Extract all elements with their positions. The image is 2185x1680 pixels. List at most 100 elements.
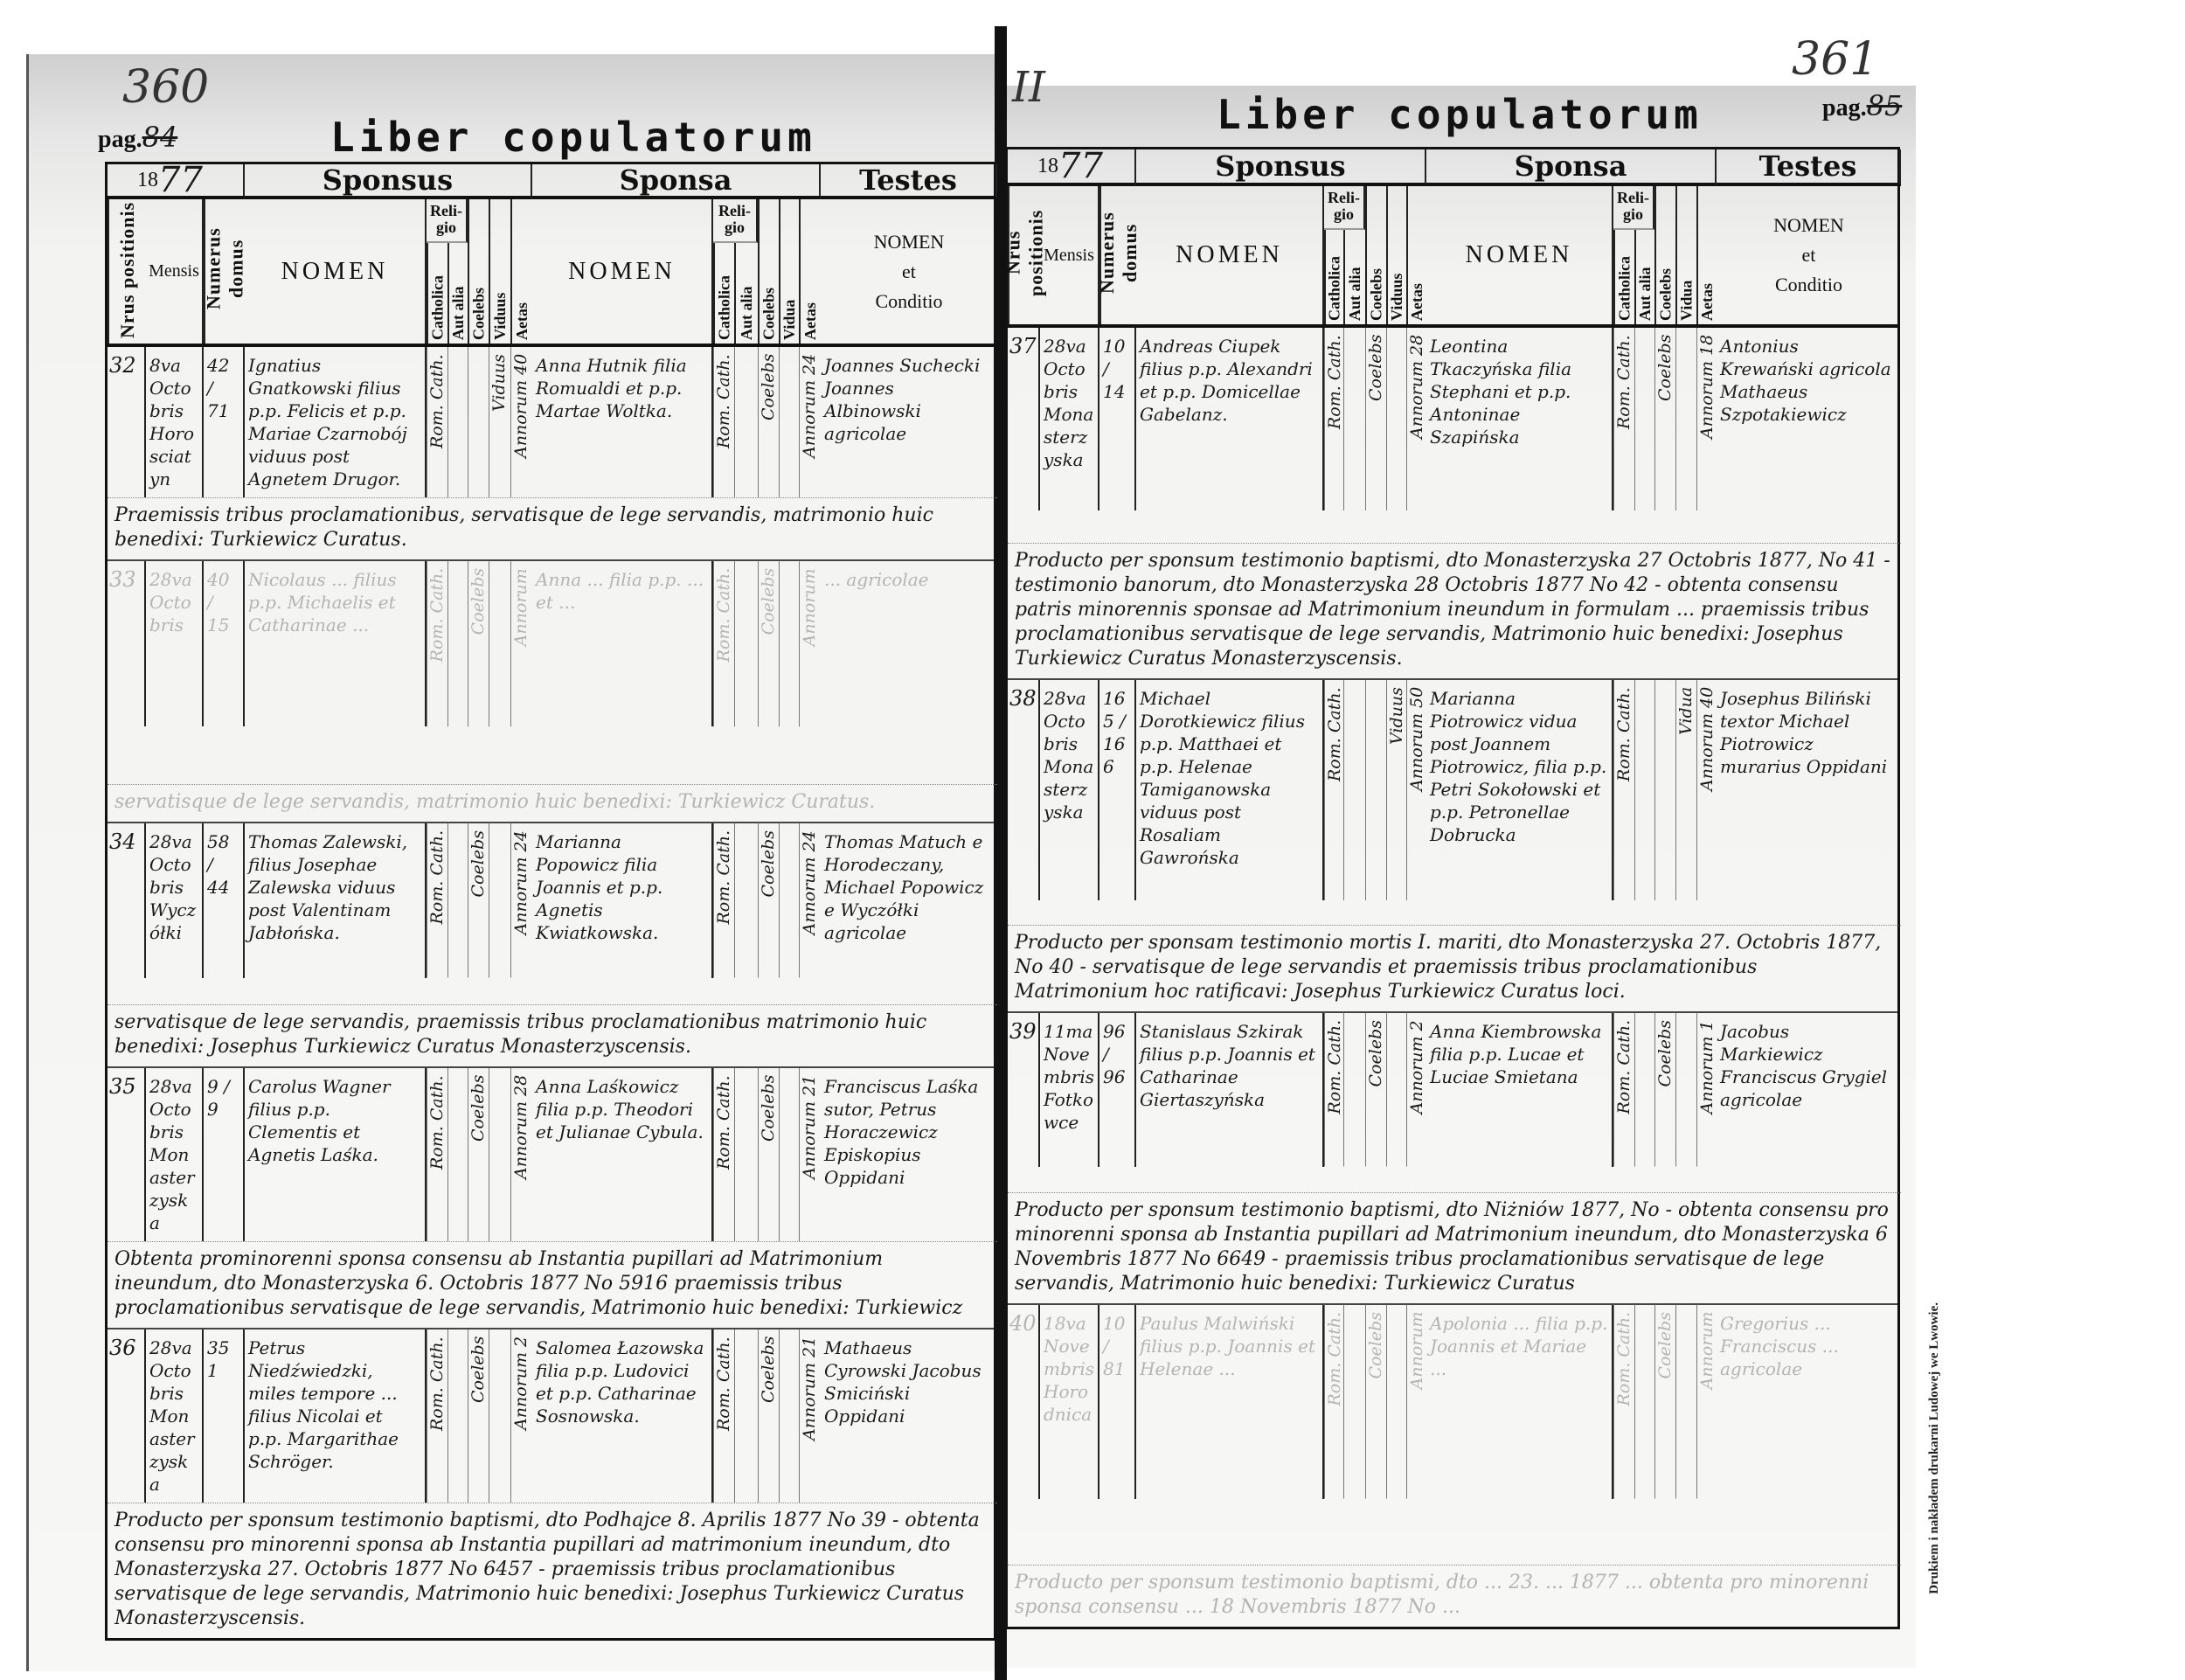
sponsa-vidua-cell: [779, 1329, 799, 1503]
sponsus-catholica-cell: Rom. Cath.: [427, 823, 447, 978]
sponsa-heading: Sponsa: [532, 163, 821, 199]
sponsus-viduus-cell: Viduus: [489, 347, 510, 497]
testes-et-label: et: [1801, 244, 1816, 266]
book-gutter: [995, 26, 1007, 1680]
sponsa-nomen-cell: Anna Laśkowicz filia p.p. Theodori et Ju…: [532, 1068, 713, 1241]
numerus-domus-cell: 96 / 96: [1099, 1013, 1136, 1167]
folio-number-right: 361: [1792, 33, 1879, 86]
numerus-domus-cell: 42 / 71: [204, 347, 245, 497]
sponsus-aetas-cell: Annorum 24: [510, 823, 532, 978]
sponsa-aetas-cell: Annorum 24: [799, 823, 821, 978]
sponsa-vidua-cell: [779, 823, 799, 978]
sponsus-aut-alia-cell: [1343, 680, 1365, 900]
sponsa-catholica-cell: Rom. Cath.: [1613, 680, 1634, 900]
sponsus-religio-header: Reli-gio: [427, 199, 468, 243]
sponsus-nomen-cell: Michael Dorotkiewicz filius p.p. Matthae…: [1136, 680, 1324, 900]
sponsa-vidua-cell: Vidua: [1675, 680, 1696, 900]
mensis-cell: 28va Octobris Monasterzyska: [1040, 680, 1099, 900]
nrus-positionis-cell: 32: [108, 347, 146, 497]
pag-label: pag.: [1822, 94, 1867, 121]
sponsus-nomen-cell: Stanislaus Szkirak filius p.p. Joannis e…: [1136, 1013, 1324, 1167]
sponsus-nomen-cell: Nicolaus ... filius p.p. Michaelis et Ca…: [245, 561, 427, 727]
sponsus-viduus-cell: [489, 1068, 510, 1241]
year-handwritten: 77: [1058, 146, 1103, 186]
sponsa-coelebs-cell: Coelebs: [758, 347, 779, 497]
register-entry: 35 28va Octobris Monasterzyska 9 / 9 Carolu…: [108, 1068, 997, 1329]
sponsus-aut-alia-cell: [1343, 328, 1365, 510]
sponsus-heading: Sponsus: [1136, 149, 1426, 186]
sponsus-viduus-cell: [1386, 1013, 1406, 1167]
marriage-register-table-left: 18 77 Sponsus Sponsa Testes Nrus positionis Me…: [105, 160, 997, 1641]
sponsa-catholica-cell: Rom. Cath.: [713, 561, 734, 727]
sponsa-vidua-cell: [779, 561, 799, 727]
sponsa-aut-alia-cell: [734, 1068, 758, 1241]
pag-label: pag.: [98, 126, 142, 153]
register-entry: 33 28va Octobris 40 / 15 Nicolaus ... filiu…: [108, 561, 997, 823]
sponsa-aut-alia-cell: [1634, 1013, 1654, 1167]
sponsus-coelebs-cell: Coelebs: [468, 561, 489, 727]
testes-cell: Thomas Matuch e Horodeczany, Michael Pop…: [824, 831, 984, 943]
page-title-left: Liber copulatorum: [330, 114, 816, 161]
right-page: [1007, 86, 1916, 1668]
sponsa-aetas-header: Aetas: [799, 199, 821, 344]
sponsa-vidua-cell: [1675, 328, 1696, 510]
mensis-cell: 11ma Novembris Fotkowce: [1040, 1013, 1099, 1167]
nrus-positionis-cell: 35: [108, 1068, 146, 1241]
sponsus-viduus-cell: [489, 823, 510, 978]
sponsus-heading: Sponsus: [245, 163, 532, 199]
sponsus-viduus-cell: [489, 1329, 510, 1503]
table-header: 18 77 Sponsus Sponsa Testes Nrus positionis Me…: [108, 160, 997, 347]
mensis-cell: 8va Octobris Horosciatyn: [146, 347, 204, 497]
struck-page-number: 84: [142, 121, 178, 154]
nrus-positionis-cell: 37: [1008, 328, 1040, 510]
mensis-cell: 18va Novembris Horodnica: [1040, 1305, 1099, 1499]
sponsus-catholica-cell: Rom. Cath.: [1324, 1013, 1344, 1167]
sponsus-catholica-cell: Rom. Cath.: [427, 561, 447, 727]
sponsa-aut-alia-header: Aut alia: [734, 243, 758, 344]
register-entry: 37 28va Octobris Monasterzyska 10 / 14 Andr…: [1008, 328, 1901, 680]
year-printed: 18: [137, 168, 158, 191]
sponsus-aetas-cell: Annorum 28: [1406, 328, 1426, 510]
year-printed: 18: [1037, 154, 1058, 177]
sponsa-aetas-cell: Annorum 24: [799, 347, 821, 497]
sponsa-catholica-header: Catholica: [713, 243, 734, 344]
numerus-domus-header: Numerus domus: [1096, 186, 1141, 324]
register-entry: 39 11ma Novembris Fotkowce 96 / 96 Stanisla…: [1008, 1013, 1901, 1305]
testes-cell: Joannes Suchecki Joannes Albinowski agri…: [824, 355, 981, 444]
register-entry: 32 8va Octobris Horosciatyn 42 / 71 Ignatiu…: [108, 347, 997, 561]
numerus-domus-cell: 165 / 166: [1099, 680, 1136, 900]
sponsa-coelebs-cell: Coelebs: [1654, 1305, 1675, 1499]
sponsus-aut-alia-cell: [1343, 1305, 1365, 1499]
year-cell: 18 77: [1008, 146, 1136, 186]
sponsus-nomen-cell: Ignatius Gnatkowski filius p.p. Felicis …: [245, 347, 427, 497]
sponsa-vidua-header: Vidua: [779, 199, 799, 344]
sponsa-nomen-header: NOMEN: [532, 199, 713, 344]
sponsa-aetas-cell: Annorum 40: [1696, 680, 1717, 900]
nrus-positionis-cell: 40: [1008, 1305, 1040, 1499]
sponsus-viduus-cell: [1386, 328, 1406, 510]
nrus-positionis-cell: 39: [1008, 1013, 1040, 1167]
sponsa-vidua-cell: [1675, 1013, 1696, 1167]
sponsa-nomen-cell: Anna Kiembrowska filia p.p. Lucae et Luc…: [1426, 1013, 1613, 1167]
testes-cell: Mathaeus Cyrowski Jacobus Smiciński Oppi…: [824, 1337, 982, 1427]
testes-cell: Franciscus Laśka sutor, Petrus Horaczewi…: [824, 1076, 979, 1188]
sponsus-catholica-cell: Rom. Cath.: [427, 347, 447, 497]
sponsus-aut-alia-cell: [447, 347, 468, 497]
sponsus-viduus-header: Viduus: [489, 199, 510, 344]
testes-nomen-label: NOMEN: [1773, 214, 1844, 236]
sponsa-catholica-cell: Rom. Cath.: [713, 347, 734, 497]
marriage-register-table-right: 18 77 Sponsus Sponsa Testes Nrus positionis Me…: [1002, 146, 1901, 1629]
sponsa-nomen-cell: Salomea Łazowska filia p.p. Ludovici et …: [532, 1329, 713, 1503]
sponsa-coelebs-cell: Coelebs: [758, 823, 779, 978]
sponsus-aetas-cell: Annorum 50: [1406, 680, 1426, 900]
entry-annotation: Producto per sponsum testimonio baptismi…: [108, 1503, 997, 1638]
testes-cell: Jacobus Markiewicz Franciscus Grygiel ag…: [1720, 1021, 1888, 1110]
entry-annotation: Producto per sponsum testimonio baptismi…: [1008, 1565, 1901, 1627]
nrus-positionis-cell: 36: [108, 1329, 146, 1503]
sponsa-aut-alia-cell: [1634, 1305, 1654, 1499]
sponsus-aut-alia-header: Aut alia: [1343, 230, 1365, 324]
sponsa-vidua-header: Vidua: [1675, 186, 1696, 324]
numerus-domus-cell: 58 / 44: [204, 823, 245, 978]
margin-mark-right: II: [1012, 63, 1045, 112]
left-page: [26, 54, 1001, 1671]
